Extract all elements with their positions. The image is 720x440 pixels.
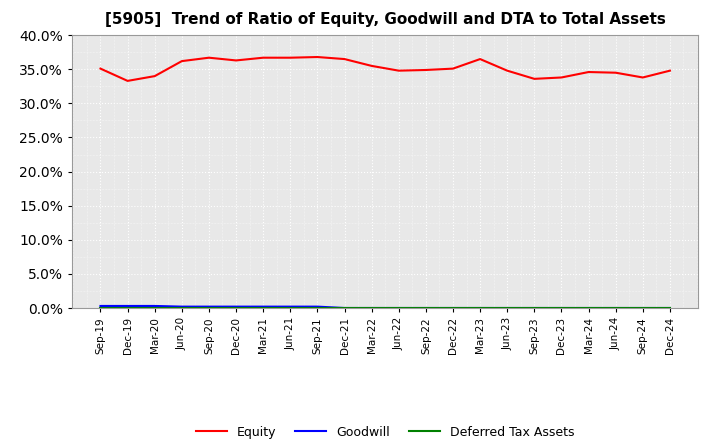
Line: Goodwill: Goodwill (101, 306, 670, 308)
Goodwill (232, 304, 240, 309)
Goodwill (476, 305, 485, 311)
Deferred Tax Assets (611, 305, 620, 311)
Deferred Tax Assets (421, 305, 430, 311)
Goodwill (449, 305, 457, 311)
Goodwill (421, 305, 430, 311)
Goodwill (178, 304, 186, 309)
Equity (286, 55, 294, 60)
Deferred Tax Assets (341, 305, 349, 311)
Equity (204, 55, 213, 60)
Equity (557, 75, 566, 80)
Equity (123, 78, 132, 84)
Deferred Tax Assets (530, 305, 539, 311)
Deferred Tax Assets (584, 305, 593, 311)
Equity (476, 56, 485, 62)
Deferred Tax Assets (395, 305, 403, 311)
Goodwill (204, 304, 213, 309)
Equity (639, 75, 647, 80)
Deferred Tax Assets (123, 305, 132, 311)
Goodwill (557, 305, 566, 311)
Equity (421, 67, 430, 73)
Goodwill (530, 305, 539, 311)
Goodwill (395, 305, 403, 311)
Deferred Tax Assets (449, 305, 457, 311)
Title: [5905]  Trend of Ratio of Equity, Goodwill and DTA to Total Assets: [5905] Trend of Ratio of Equity, Goodwil… (105, 12, 665, 27)
Deferred Tax Assets (150, 305, 159, 311)
Equity (150, 73, 159, 79)
Equity (611, 70, 620, 75)
Goodwill (96, 303, 105, 308)
Goodwill (150, 303, 159, 308)
Equity (584, 70, 593, 75)
Equity (449, 66, 457, 71)
Goodwill (259, 304, 268, 309)
Deferred Tax Assets (96, 305, 105, 311)
Deferred Tax Assets (204, 305, 213, 311)
Equity (313, 55, 322, 60)
Deferred Tax Assets (639, 305, 647, 311)
Equity (367, 63, 376, 69)
Goodwill (341, 305, 349, 311)
Legend: Equity, Goodwill, Deferred Tax Assets: Equity, Goodwill, Deferred Tax Assets (191, 421, 580, 440)
Equity (665, 68, 674, 73)
Equity (503, 68, 511, 73)
Goodwill (639, 305, 647, 311)
Deferred Tax Assets (286, 305, 294, 311)
Deferred Tax Assets (259, 305, 268, 311)
Goodwill (286, 304, 294, 309)
Deferred Tax Assets (313, 305, 322, 311)
Equity (341, 56, 349, 62)
Deferred Tax Assets (178, 305, 186, 311)
Equity (259, 55, 268, 60)
Equity (530, 76, 539, 81)
Deferred Tax Assets (232, 305, 240, 311)
Goodwill (123, 303, 132, 308)
Equity (395, 68, 403, 73)
Goodwill (367, 305, 376, 311)
Deferred Tax Assets (557, 305, 566, 311)
Deferred Tax Assets (367, 305, 376, 311)
Goodwill (665, 305, 674, 311)
Goodwill (611, 305, 620, 311)
Goodwill (503, 305, 511, 311)
Deferred Tax Assets (665, 305, 674, 311)
Goodwill (313, 304, 322, 309)
Deferred Tax Assets (476, 305, 485, 311)
Goodwill (584, 305, 593, 311)
Line: Equity: Equity (101, 57, 670, 81)
Equity (178, 59, 186, 64)
Equity (96, 66, 105, 71)
Equity (232, 58, 240, 63)
Deferred Tax Assets (503, 305, 511, 311)
